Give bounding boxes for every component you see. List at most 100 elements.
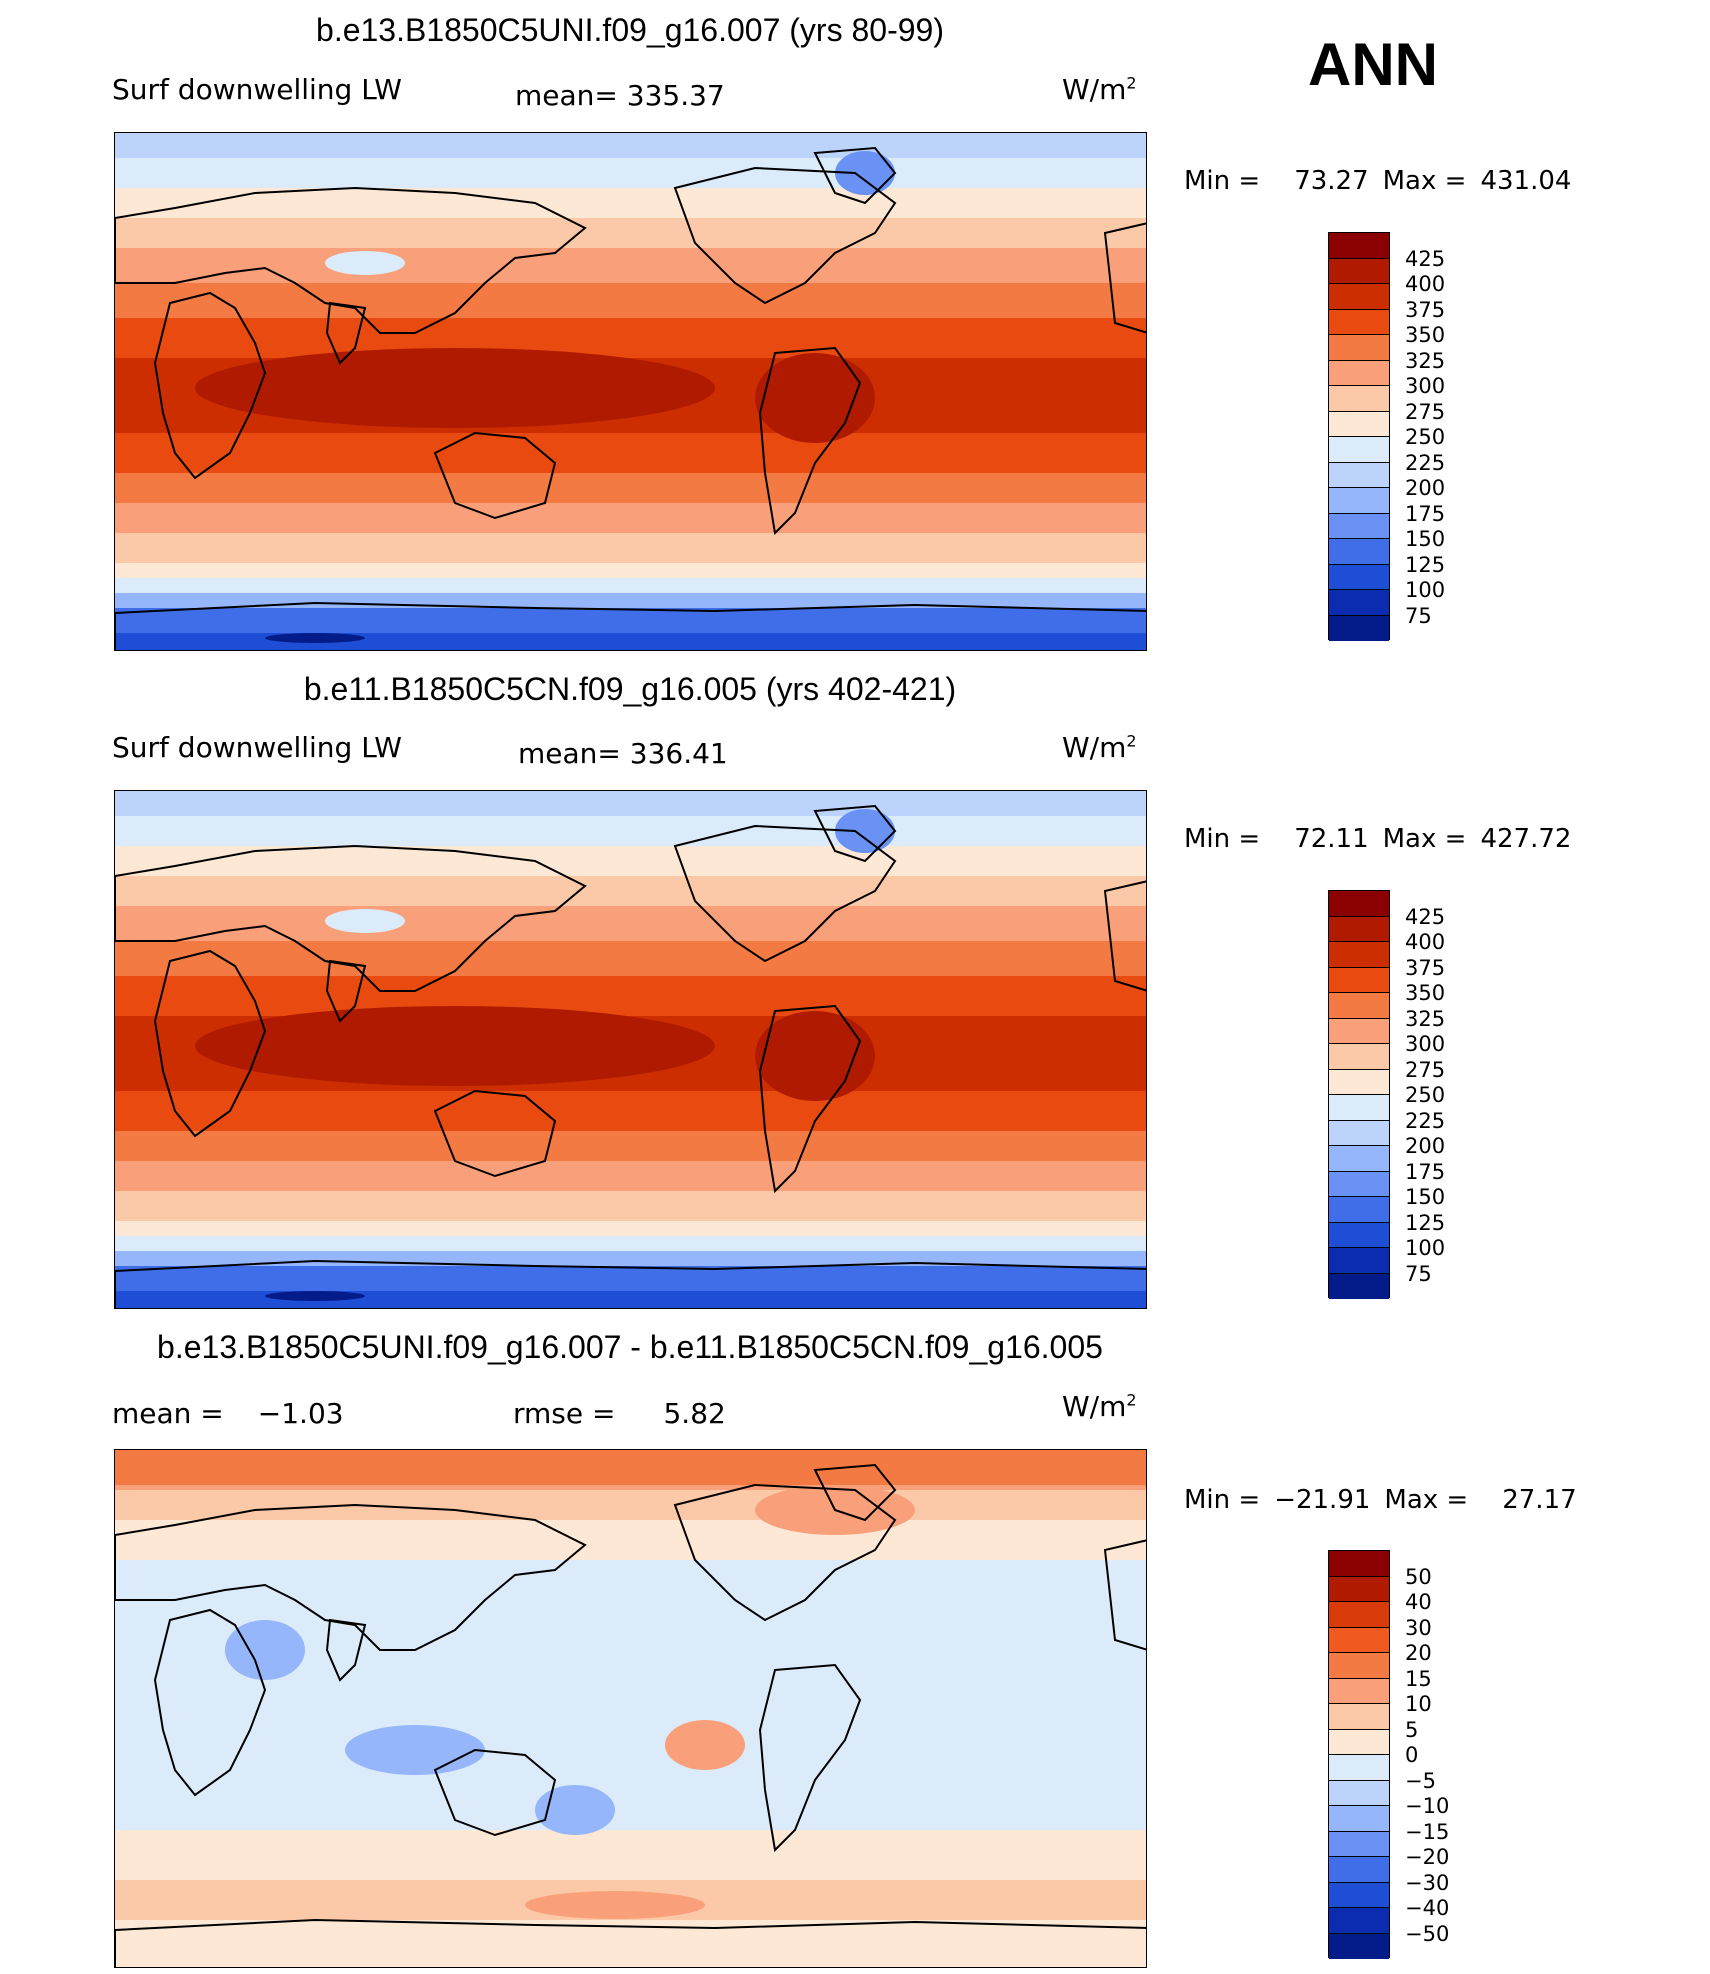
panel-title: b.e13.B1850C5UNI.f09_g16.007 - b.e11.B18…	[157, 1329, 1103, 1365]
mean-readout: mean = −1.03	[112, 1397, 344, 1430]
neg-anomaly	[535, 1785, 615, 1835]
contour-band	[115, 846, 1146, 876]
colorbar	[1328, 890, 1390, 1299]
colorbar-swatch	[1329, 590, 1389, 616]
coastline	[433, 431, 557, 520]
colorbar-tick-label: 325	[1405, 1006, 1446, 1031]
colorbar-tick-label: 375	[1405, 955, 1446, 980]
colorbar-tick-label: 325	[1405, 348, 1446, 373]
colorbar-tick-label: 250	[1405, 425, 1446, 449]
coastline	[115, 1259, 1146, 1308]
colorbar-swatch	[1329, 1729, 1389, 1755]
colorbar-swatch	[1329, 993, 1389, 1019]
colorbar-tick-label: 350	[1405, 323, 1446, 347]
colorbar-swatch	[1329, 1602, 1389, 1628]
colorbar-tick-label: 100	[1405, 1236, 1446, 1260]
contour-band	[115, 503, 1146, 533]
coastline	[433, 1089, 557, 1178]
greenland-min	[835, 151, 895, 195]
colorbar-tick-label: 425	[1405, 904, 1446, 929]
field-map	[115, 133, 1146, 650]
contour-band	[115, 158, 1146, 188]
contour-band	[115, 218, 1146, 248]
colorbar-swatch	[1329, 1678, 1389, 1704]
colorbar-swatch	[1329, 1857, 1389, 1883]
contour-band	[115, 533, 1146, 563]
colorbar-tick-label: 400	[1405, 930, 1446, 954]
amazon-max	[755, 353, 875, 443]
colorbar-swatch	[1329, 437, 1389, 463]
colorbar-swatch	[1329, 1018, 1389, 1044]
colorbar-tick-label: 5	[1405, 1717, 1419, 1742]
contour-band	[115, 1700, 1146, 1770]
contour-band	[115, 248, 1146, 283]
min-max-readout: Min = −21.91 Max = 27.17	[1184, 1485, 1577, 1515]
colorbar-tick-label: 225	[1405, 450, 1446, 475]
contour-band	[115, 1161, 1146, 1191]
colorbar-tick-label: 300	[1405, 374, 1446, 398]
colorbar-tick-label: 30	[1405, 1615, 1432, 1640]
colorbar-swatch	[1329, 615, 1389, 641]
colorbar-tick-label: 175	[1405, 501, 1446, 526]
colorbar-tick-label: 0	[1405, 1743, 1419, 1767]
coastline	[673, 166, 897, 305]
neg-anomaly	[345, 1725, 485, 1775]
contour-band	[115, 563, 1146, 578]
colorbar-tick-label: −5	[1405, 1768, 1436, 1793]
colorbar-swatch	[1329, 564, 1389, 590]
colorbar-swatch	[1329, 1095, 1389, 1121]
contour-band	[115, 906, 1146, 941]
colorbar-swatch	[1329, 891, 1389, 917]
colorbar-tick-label: 150	[1405, 527, 1446, 551]
colorbar-swatch	[1329, 1146, 1389, 1172]
colorbar-labels: 425 400 375 350 325 300 275 250 225 200 175 150 125 1…	[1405, 232, 1495, 640]
contour-band	[115, 1191, 1146, 1221]
colorbar-swatch	[1329, 284, 1389, 310]
colorbar-swatch	[1329, 462, 1389, 488]
coastline	[1103, 1539, 1146, 1651]
colorbar-swatch	[1329, 1197, 1389, 1223]
contour-band	[115, 1920, 1146, 1967]
colorbar-swatch	[1329, 1120, 1389, 1146]
colorbar-swatch	[1329, 539, 1389, 565]
contour-band	[115, 318, 1146, 358]
colorbar	[1328, 1550, 1390, 1959]
contour-band	[115, 1266, 1146, 1291]
colorbar-swatch	[1329, 386, 1389, 412]
colorbar-swatch	[1329, 1551, 1389, 1577]
units-label: W/m2	[1062, 731, 1137, 764]
colorbar-tick-label: 375	[1405, 297, 1446, 322]
coastline	[325, 959, 367, 1023]
pos-anomaly	[665, 1720, 745, 1770]
neg-anomaly	[225, 1620, 305, 1680]
contour-band	[115, 188, 1146, 218]
coastline	[115, 186, 587, 334]
colorbar-tick-label: 175	[1405, 1159, 1446, 1184]
coastline	[813, 146, 897, 205]
colorbar-tick-label: 125	[1405, 552, 1446, 577]
colorbar-tick-label: −10	[1405, 1794, 1450, 1818]
coastline	[673, 1483, 897, 1622]
colorbar-swatch	[1329, 513, 1389, 539]
warm-pool	[195, 348, 715, 428]
colorbar-tick-label: 75	[1405, 1261, 1432, 1286]
contour-band	[115, 1520, 1146, 1560]
colorbar-swatch	[1329, 967, 1389, 993]
colorbar-swatch	[1329, 360, 1389, 386]
colorbar-swatch	[1329, 1882, 1389, 1908]
colorbar-swatch	[1329, 309, 1389, 335]
tibet-min	[325, 909, 405, 933]
colorbar-swatch	[1329, 1627, 1389, 1653]
arctic-anomaly	[115, 1450, 1146, 1485]
colorbar-swatch	[1329, 1248, 1389, 1274]
coastline	[115, 601, 1146, 650]
colorbar-swatch	[1329, 1806, 1389, 1832]
contour-band	[115, 1490, 1146, 1520]
coastline	[813, 1463, 897, 1522]
colorbar-tick-label: 75	[1405, 603, 1432, 628]
antarctic-min	[265, 1291, 365, 1301]
map-panel	[114, 132, 1147, 651]
coastline	[673, 824, 897, 963]
colorbar-swatch	[1329, 335, 1389, 361]
variable-label: Surf downwelling LW	[112, 73, 402, 106]
